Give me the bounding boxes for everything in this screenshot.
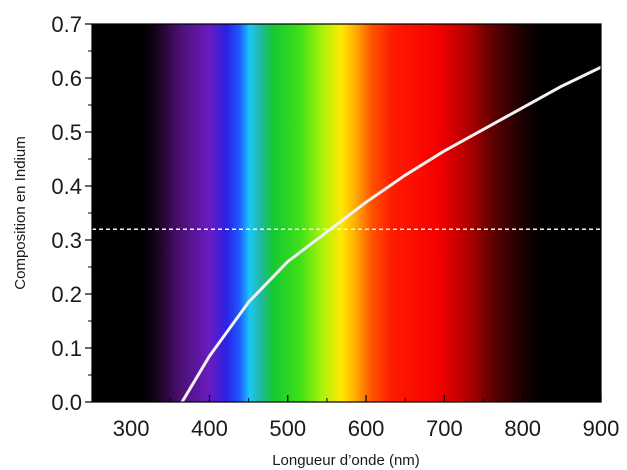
x-tick-label: 300 [113,416,150,441]
x-tick-label: 900 [583,416,620,441]
y-axis: 0.0 0.1 0.2 0.3 0.4 0.5 0.6 0.7 [51,12,92,415]
x-tick-label: 600 [348,416,385,441]
spectrum-background [92,24,601,402]
y-tick-label: 0.0 [51,390,82,415]
series-line-0 [180,65,601,402]
y-tick-label: 0.1 [51,336,82,361]
x-axis-title: Longueur d’onde (nm) [272,452,420,469]
y-tick-label: 0.6 [51,66,82,91]
x-tick-label: 400 [191,416,228,441]
x-tick-label: 800 [504,416,541,441]
y-tick-label: 0.2 [51,282,82,307]
x-tick-label: 500 [269,416,306,441]
y-tick-label: 0.5 [51,120,82,145]
x-axis: 300 400 500 600 700 800 900 [91,395,620,441]
y-tick-label: 0.3 [51,228,82,253]
y-axis-title: Composition en Indium [12,136,29,289]
x-tick-label: 700 [426,416,463,441]
y-tick-label: 0.4 [51,174,82,199]
y-tick-label: 0.7 [51,12,82,37]
series-layer [180,65,601,402]
